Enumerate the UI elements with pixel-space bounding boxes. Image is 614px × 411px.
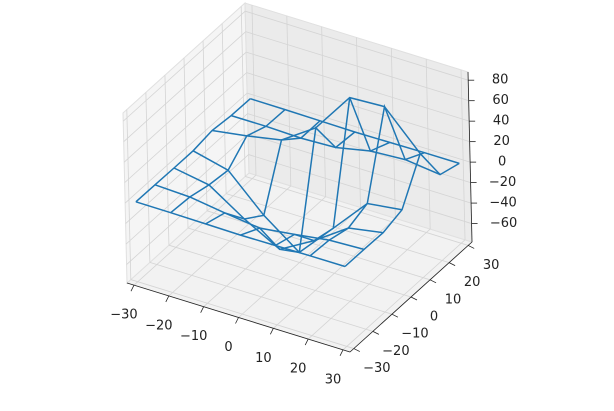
x-tick	[200, 306, 205, 313]
x-tick	[235, 317, 239, 324]
z-tick-label: 20	[493, 134, 510, 149]
x-tick-label: 0	[224, 340, 232, 355]
wire-column	[309, 103, 425, 257]
y-tick	[372, 331, 380, 335]
x-tick-label: −10	[180, 329, 207, 344]
grid-line	[124, 92, 248, 204]
x-axis	[126, 282, 351, 353]
y-tick-label: −30	[363, 361, 390, 376]
wire-column	[170, 109, 286, 214]
grid-line	[168, 244, 393, 315]
y-tick	[410, 296, 418, 301]
grid-line	[248, 154, 472, 224]
y-axis	[349, 241, 473, 353]
x-tick	[304, 338, 309, 346]
wire-column	[344, 152, 460, 268]
y-tick	[391, 313, 399, 318]
grid-line	[124, 72, 247, 183]
y-tick	[468, 245, 475, 249]
y-tick-label: 10	[445, 292, 462, 307]
y-tick	[448, 262, 456, 266]
z-tick-label: −40	[489, 196, 516, 211]
x-tick-label: 30	[325, 372, 342, 387]
z-tick-label: −60	[490, 216, 517, 231]
z-tick-label: 0	[498, 155, 506, 170]
z-axis	[467, 71, 473, 243]
grid-line	[245, 31, 469, 102]
grid-line	[246, 72, 470, 143]
wire-column	[240, 126, 356, 254]
x-tick	[269, 328, 274, 335]
grid-line	[125, 133, 249, 245]
grid-line	[247, 92, 471, 163]
y-tick-label: 30	[483, 258, 500, 273]
grid-line	[123, 51, 247, 163]
x-tick-label: 10	[255, 351, 272, 366]
wire-column	[135, 98, 251, 203]
x-tick-label: −20	[145, 318, 172, 333]
x-tick	[339, 349, 344, 357]
grid-line	[246, 51, 470, 122]
grid-line	[187, 227, 412, 298]
y-tick	[353, 348, 360, 352]
y-tick	[429, 279, 437, 284]
wire-column	[274, 97, 391, 247]
z-tick-label: 60	[492, 93, 509, 108]
x-tick	[165, 295, 170, 303]
grid-line	[126, 154, 249, 265]
grid-line	[130, 279, 354, 349]
y-tick-label: −10	[401, 327, 428, 342]
grid-line	[247, 133, 472, 204]
y-tick-label: 0	[430, 310, 438, 325]
grid-line	[123, 31, 246, 142]
grid-line	[149, 261, 373, 332]
y-tick-label: −20	[382, 344, 409, 359]
x-tick	[130, 284, 135, 292]
wire-column	[205, 120, 321, 225]
grid-line	[245, 10, 469, 81]
z-tick-label: 80	[492, 73, 509, 88]
x-tick-label: −30	[110, 308, 137, 323]
grid-line	[226, 193, 450, 264]
x-tick-label: 20	[290, 362, 307, 377]
grid-line	[206, 210, 431, 281]
y-tick-label: 20	[464, 275, 481, 290]
z-tick-label: 40	[493, 114, 510, 129]
grid-line	[122, 10, 246, 122]
z-tick-label: −20	[489, 175, 516, 190]
